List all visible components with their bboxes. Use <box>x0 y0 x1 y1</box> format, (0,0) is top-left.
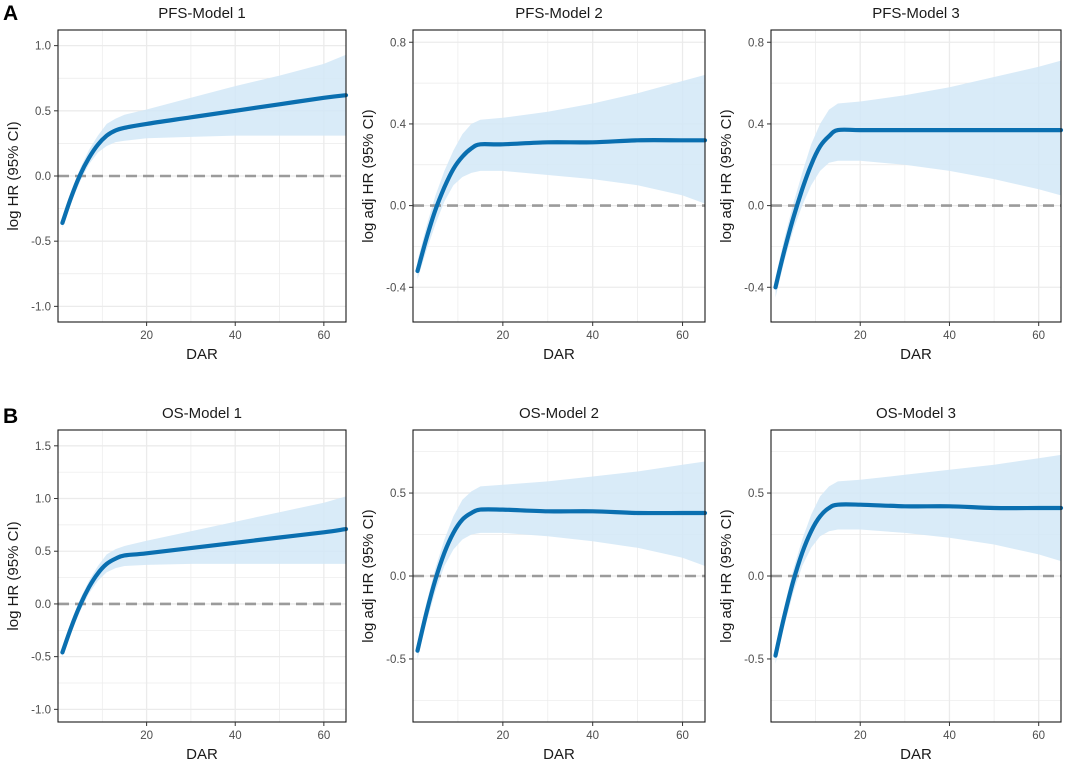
x-tick-label: 60 <box>317 330 330 342</box>
y-tick-label: -1.0 <box>31 301 51 313</box>
panel-label-b: B <box>3 405 18 428</box>
x-tick-label: 60 <box>317 730 330 742</box>
confidence-band <box>417 74 705 280</box>
x-tick-label: 60 <box>1032 330 1045 342</box>
plot-frame <box>770 29 1062 323</box>
x-tick-label: 60 <box>1032 730 1045 742</box>
y-tick-label: 0.0 <box>748 571 764 583</box>
y-tick-label: 0.0 <box>35 599 51 611</box>
confidence-band <box>62 496 347 657</box>
y-tick-label: 0.5 <box>390 488 406 500</box>
x-tick-label: 40 <box>229 730 242 742</box>
estimate-line <box>415 507 708 653</box>
x-tick-label: 40 <box>586 330 599 342</box>
x-tick-label: 40 <box>586 730 599 742</box>
x-tick-label: 20 <box>140 330 153 342</box>
x-axis-label: DAR <box>900 746 932 761</box>
x-tick-label: 20 <box>496 330 509 342</box>
panel-label-a: A <box>3 2 18 25</box>
chart-title: OS-Model 1 <box>162 405 242 422</box>
estimate-line <box>60 93 349 225</box>
x-tick-label: 20 <box>854 730 867 742</box>
x-axis-label: DAR <box>186 746 218 761</box>
chart-panel-4: 20 40 60 -1.0 -0.5 0.0 0.5 1.0 1.5 OS-Model 1 DAR l… <box>5 405 349 761</box>
y-axis-label: log HR (95% CI) <box>5 121 22 230</box>
confidence-band <box>62 54 347 229</box>
y-tick-label: -0.5 <box>31 236 51 248</box>
y-tick-label: -1.0 <box>31 704 51 716</box>
y-axis-label: log adj HR (95% CI) <box>360 109 377 242</box>
chart-panel-1: 20 40 60 -1.0 -0.5 0.0 0.5 1.0 PFS-Model 1 DAR log… <box>5 5 349 363</box>
plot-frame <box>412 29 706 323</box>
estimate-line <box>415 138 708 274</box>
y-axis-label: log HR (95% CI) <box>5 521 22 630</box>
x-tick-label: 40 <box>943 730 956 742</box>
y-tick-label: 0.0 <box>390 571 406 583</box>
chart-panel-5: 20 40 60 -0.5 0.0 0.5 OS-Model 2 DAR log adj HR … <box>360 405 708 761</box>
chart-title: PFS-Model 1 <box>158 5 246 22</box>
x-tick-label: 40 <box>229 330 242 342</box>
y-tick-label: 0.8 <box>748 37 764 49</box>
y-axis-label: log adj HR (95% CI) <box>718 509 735 642</box>
y-tick-label: 0.0 <box>390 201 406 213</box>
y-tick-label: 0.4 <box>748 119 765 131</box>
chart-panel-3: 20 40 60 -0.4 0.0 0.4 0.8 PFS-Model 3 DAR log adj… <box>718 5 1064 363</box>
x-axis-label: DAR <box>900 346 932 363</box>
x-axis-label: DAR <box>186 346 218 363</box>
y-tick-label: 1.5 <box>35 441 51 453</box>
confidence-band <box>775 454 1061 664</box>
estimate-line <box>773 502 1064 658</box>
x-tick-label: 40 <box>943 330 956 342</box>
y-tick-label: -0.5 <box>31 652 51 664</box>
y-tick-label: 0.5 <box>35 106 51 118</box>
chart-panel-2: 20 40 60 -0.4 0.0 0.4 0.8 PFS-Model 2 DAR log adj… <box>360 5 708 363</box>
y-tick-label: -0.5 <box>744 654 764 666</box>
chart-title: OS-Model 3 <box>876 405 956 422</box>
y-tick-label: -0.5 <box>386 654 406 666</box>
y-tick-label: -0.4 <box>744 282 764 294</box>
chart-panel-6: 20 40 60 -0.5 0.0 0.5 OS-Model 3 DAR log adj HR … <box>718 405 1064 761</box>
chart-title: PFS-Model 2 <box>515 5 603 22</box>
x-tick-label: 60 <box>676 730 689 742</box>
x-axis-label: DAR <box>543 346 575 363</box>
x-tick-label: 60 <box>676 330 689 342</box>
y-tick-label: 0.8 <box>390 37 406 49</box>
confidence-band <box>417 461 705 659</box>
estimate-line <box>60 527 349 655</box>
y-tick-label: -0.4 <box>386 282 406 294</box>
x-tick-label: 20 <box>854 330 867 342</box>
confidence-band <box>775 60 1061 298</box>
y-axis-label: log adj HR (95% CI) <box>360 509 377 642</box>
y-tick-label: 0.0 <box>748 201 764 213</box>
y-axis-label: log adj HR (95% CI) <box>718 109 735 242</box>
plot-frame <box>57 429 347 723</box>
x-axis-label: DAR <box>543 746 575 761</box>
x-tick-label: 20 <box>496 730 509 742</box>
estimate-line <box>773 127 1064 290</box>
y-tick-label: 0.4 <box>390 119 407 131</box>
x-tick-label: 20 <box>140 730 153 742</box>
y-tick-label: 0.0 <box>35 171 51 183</box>
y-tick-label: 1.0 <box>35 41 51 53</box>
chart-title: PFS-Model 3 <box>872 5 960 22</box>
y-tick-label: 0.5 <box>748 488 764 500</box>
y-tick-label: 0.5 <box>35 546 51 558</box>
y-tick-label: 1.0 <box>35 494 51 506</box>
chart-title: OS-Model 2 <box>519 405 599 422</box>
